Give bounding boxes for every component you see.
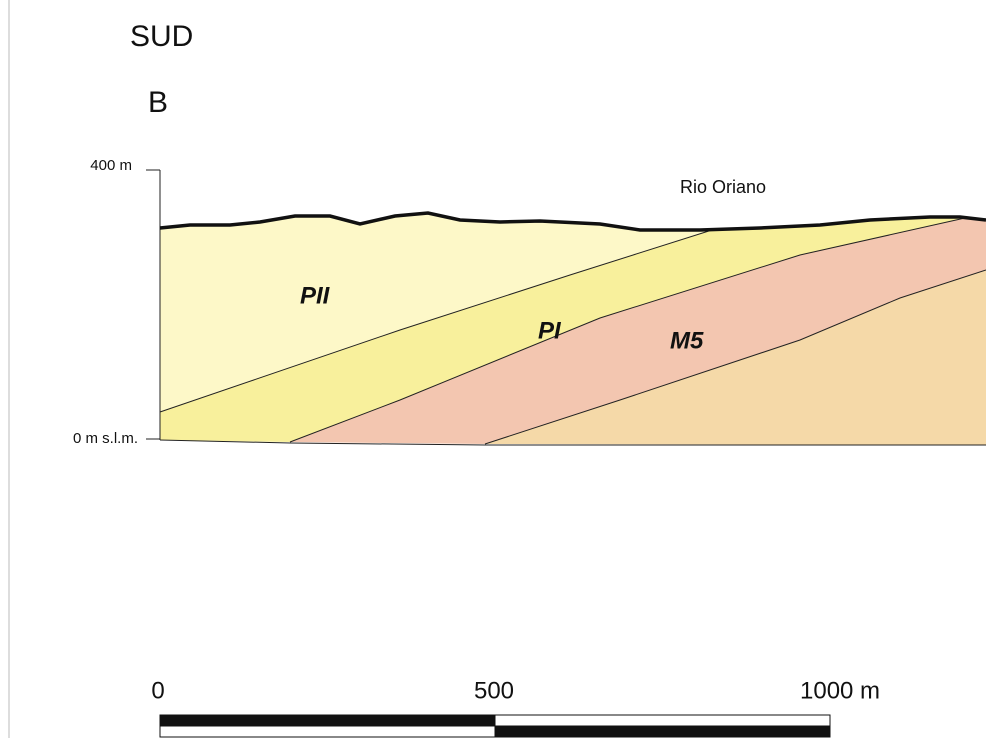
layer-label: M5 bbox=[670, 327, 704, 354]
scale-segment bbox=[494, 714, 831, 727]
scale-segment bbox=[159, 714, 496, 727]
scale-label: 1000 m bbox=[800, 677, 880, 704]
annotation: Rio Oriano bbox=[680, 177, 766, 197]
axis-label: 0 m s.l.m. bbox=[73, 430, 138, 447]
scale-segment bbox=[494, 725, 831, 738]
scale-label: 0 bbox=[151, 677, 164, 704]
boundary bbox=[159, 229, 713, 413]
scale-segment bbox=[159, 725, 496, 738]
axis-label: 400 m bbox=[90, 157, 132, 174]
topography bbox=[159, 211, 986, 232]
title: SUD bbox=[130, 20, 193, 53]
layer-base bbox=[485, 270, 986, 445]
layer-pi bbox=[160, 217, 965, 442]
layer-label: PII bbox=[300, 282, 331, 309]
base-line bbox=[159, 439, 986, 446]
layer-label: PI bbox=[538, 317, 562, 344]
scale-label: 500 bbox=[474, 677, 514, 704]
boundary bbox=[484, 269, 986, 445]
layer-pii bbox=[160, 213, 712, 412]
section-label: B bbox=[148, 86, 168, 119]
boundary bbox=[289, 217, 966, 443]
layer-m5 bbox=[290, 218, 986, 444]
